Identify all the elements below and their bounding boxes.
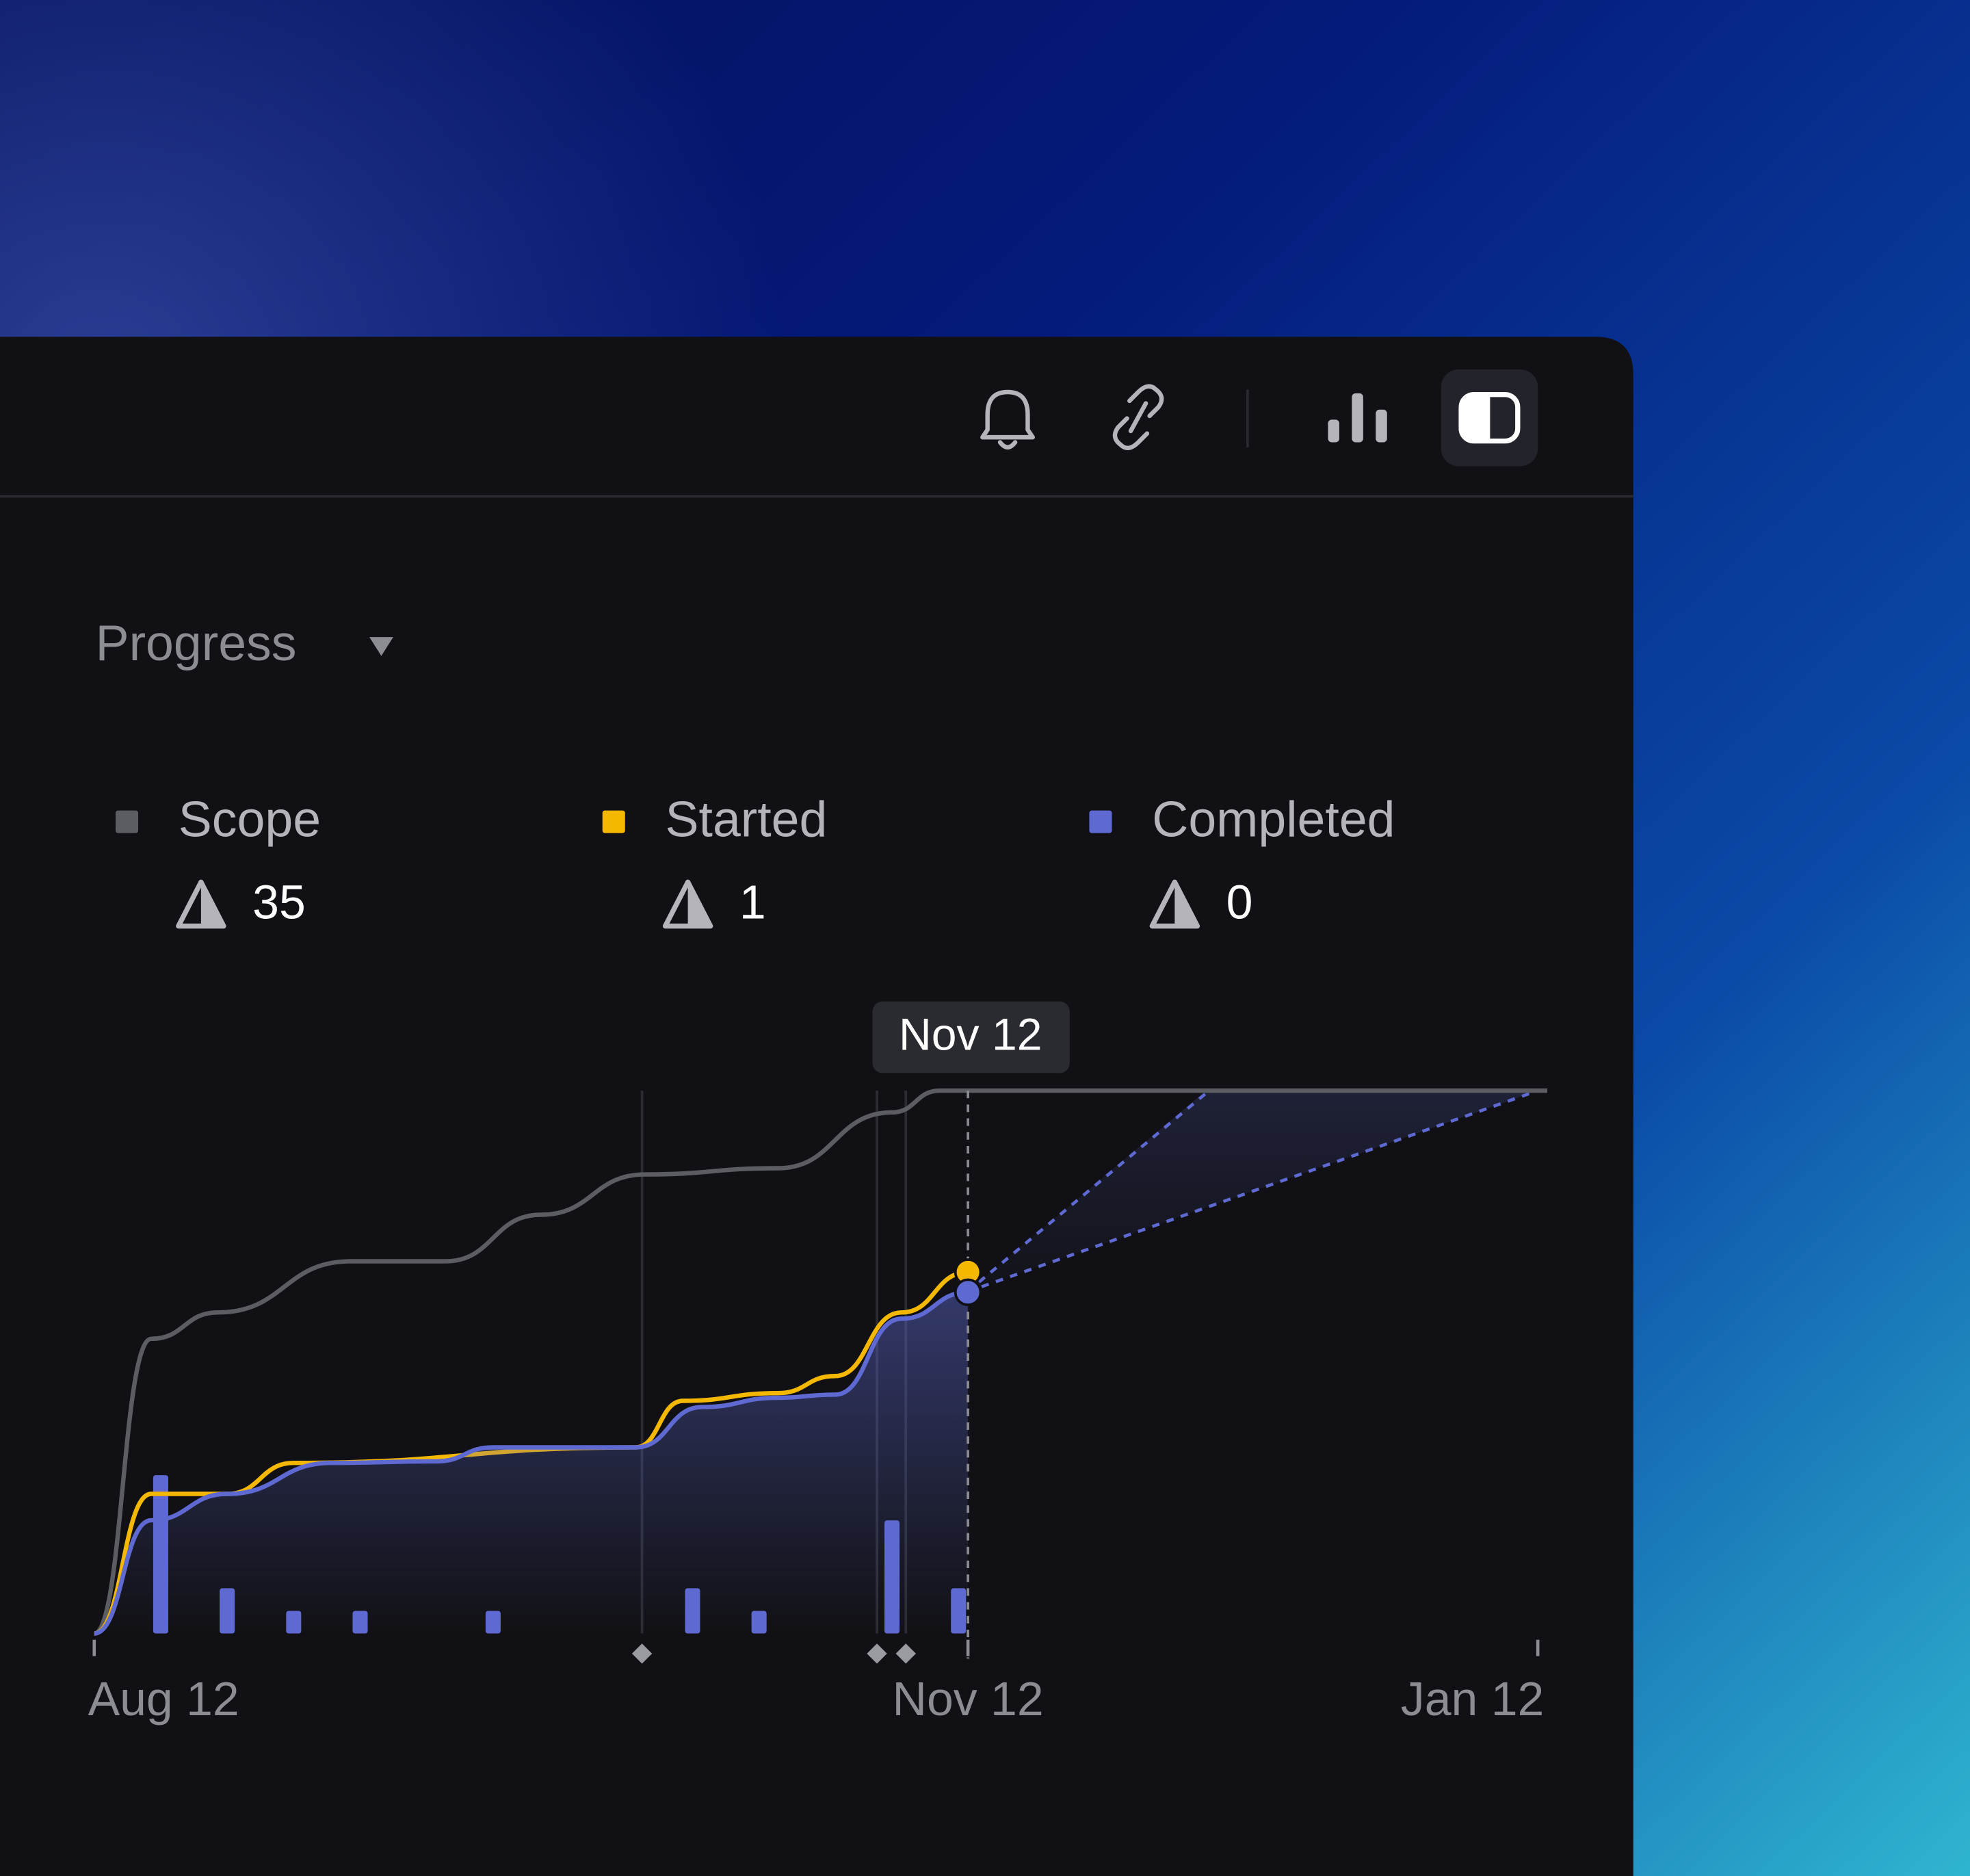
x-tick-label: Aug 12: [88, 1672, 239, 1725]
projection-line: [967, 1089, 1538, 1294]
legend-label: Scope: [179, 790, 321, 847]
legend-value: 35: [252, 876, 306, 929]
series-line: [93, 1088, 1548, 1636]
notifications-button[interactable]: [980, 389, 1036, 450]
projection-line: [966, 1092, 1207, 1293]
tooltip: [872, 1001, 1070, 1073]
insights-button[interactable]: [1328, 393, 1387, 443]
legend-swatch: [602, 810, 625, 833]
completed-area: [94, 1292, 969, 1634]
legend-swatch: [115, 810, 139, 833]
series-line: [94, 1290, 969, 1636]
legend-swatch: [1089, 810, 1112, 833]
legend-label: Completed: [1152, 790, 1395, 847]
legend-value: 1: [739, 876, 766, 929]
sidebar-toggle-button[interactable]: [1441, 369, 1538, 467]
dropdown-arrow[interactable]: [369, 637, 393, 656]
x-tick-label: Jan 12: [1401, 1672, 1545, 1725]
legend-label: Started: [666, 790, 828, 847]
x-tick-label: Nov 12: [893, 1672, 1044, 1725]
tooltip-label: Nov 12: [899, 1009, 1042, 1060]
copy-link-button[interactable]: [1112, 384, 1164, 451]
section-title[interactable]: Progress: [96, 614, 297, 671]
legend: Scope 35 Started 1 Completed 0: [115, 790, 1395, 929]
legend-value: 0: [1226, 876, 1253, 929]
hover-dot: [954, 1278, 982, 1307]
plot: Aug 12 Nov 12 Jan 12 Nov 12: [88, 1001, 1548, 1725]
